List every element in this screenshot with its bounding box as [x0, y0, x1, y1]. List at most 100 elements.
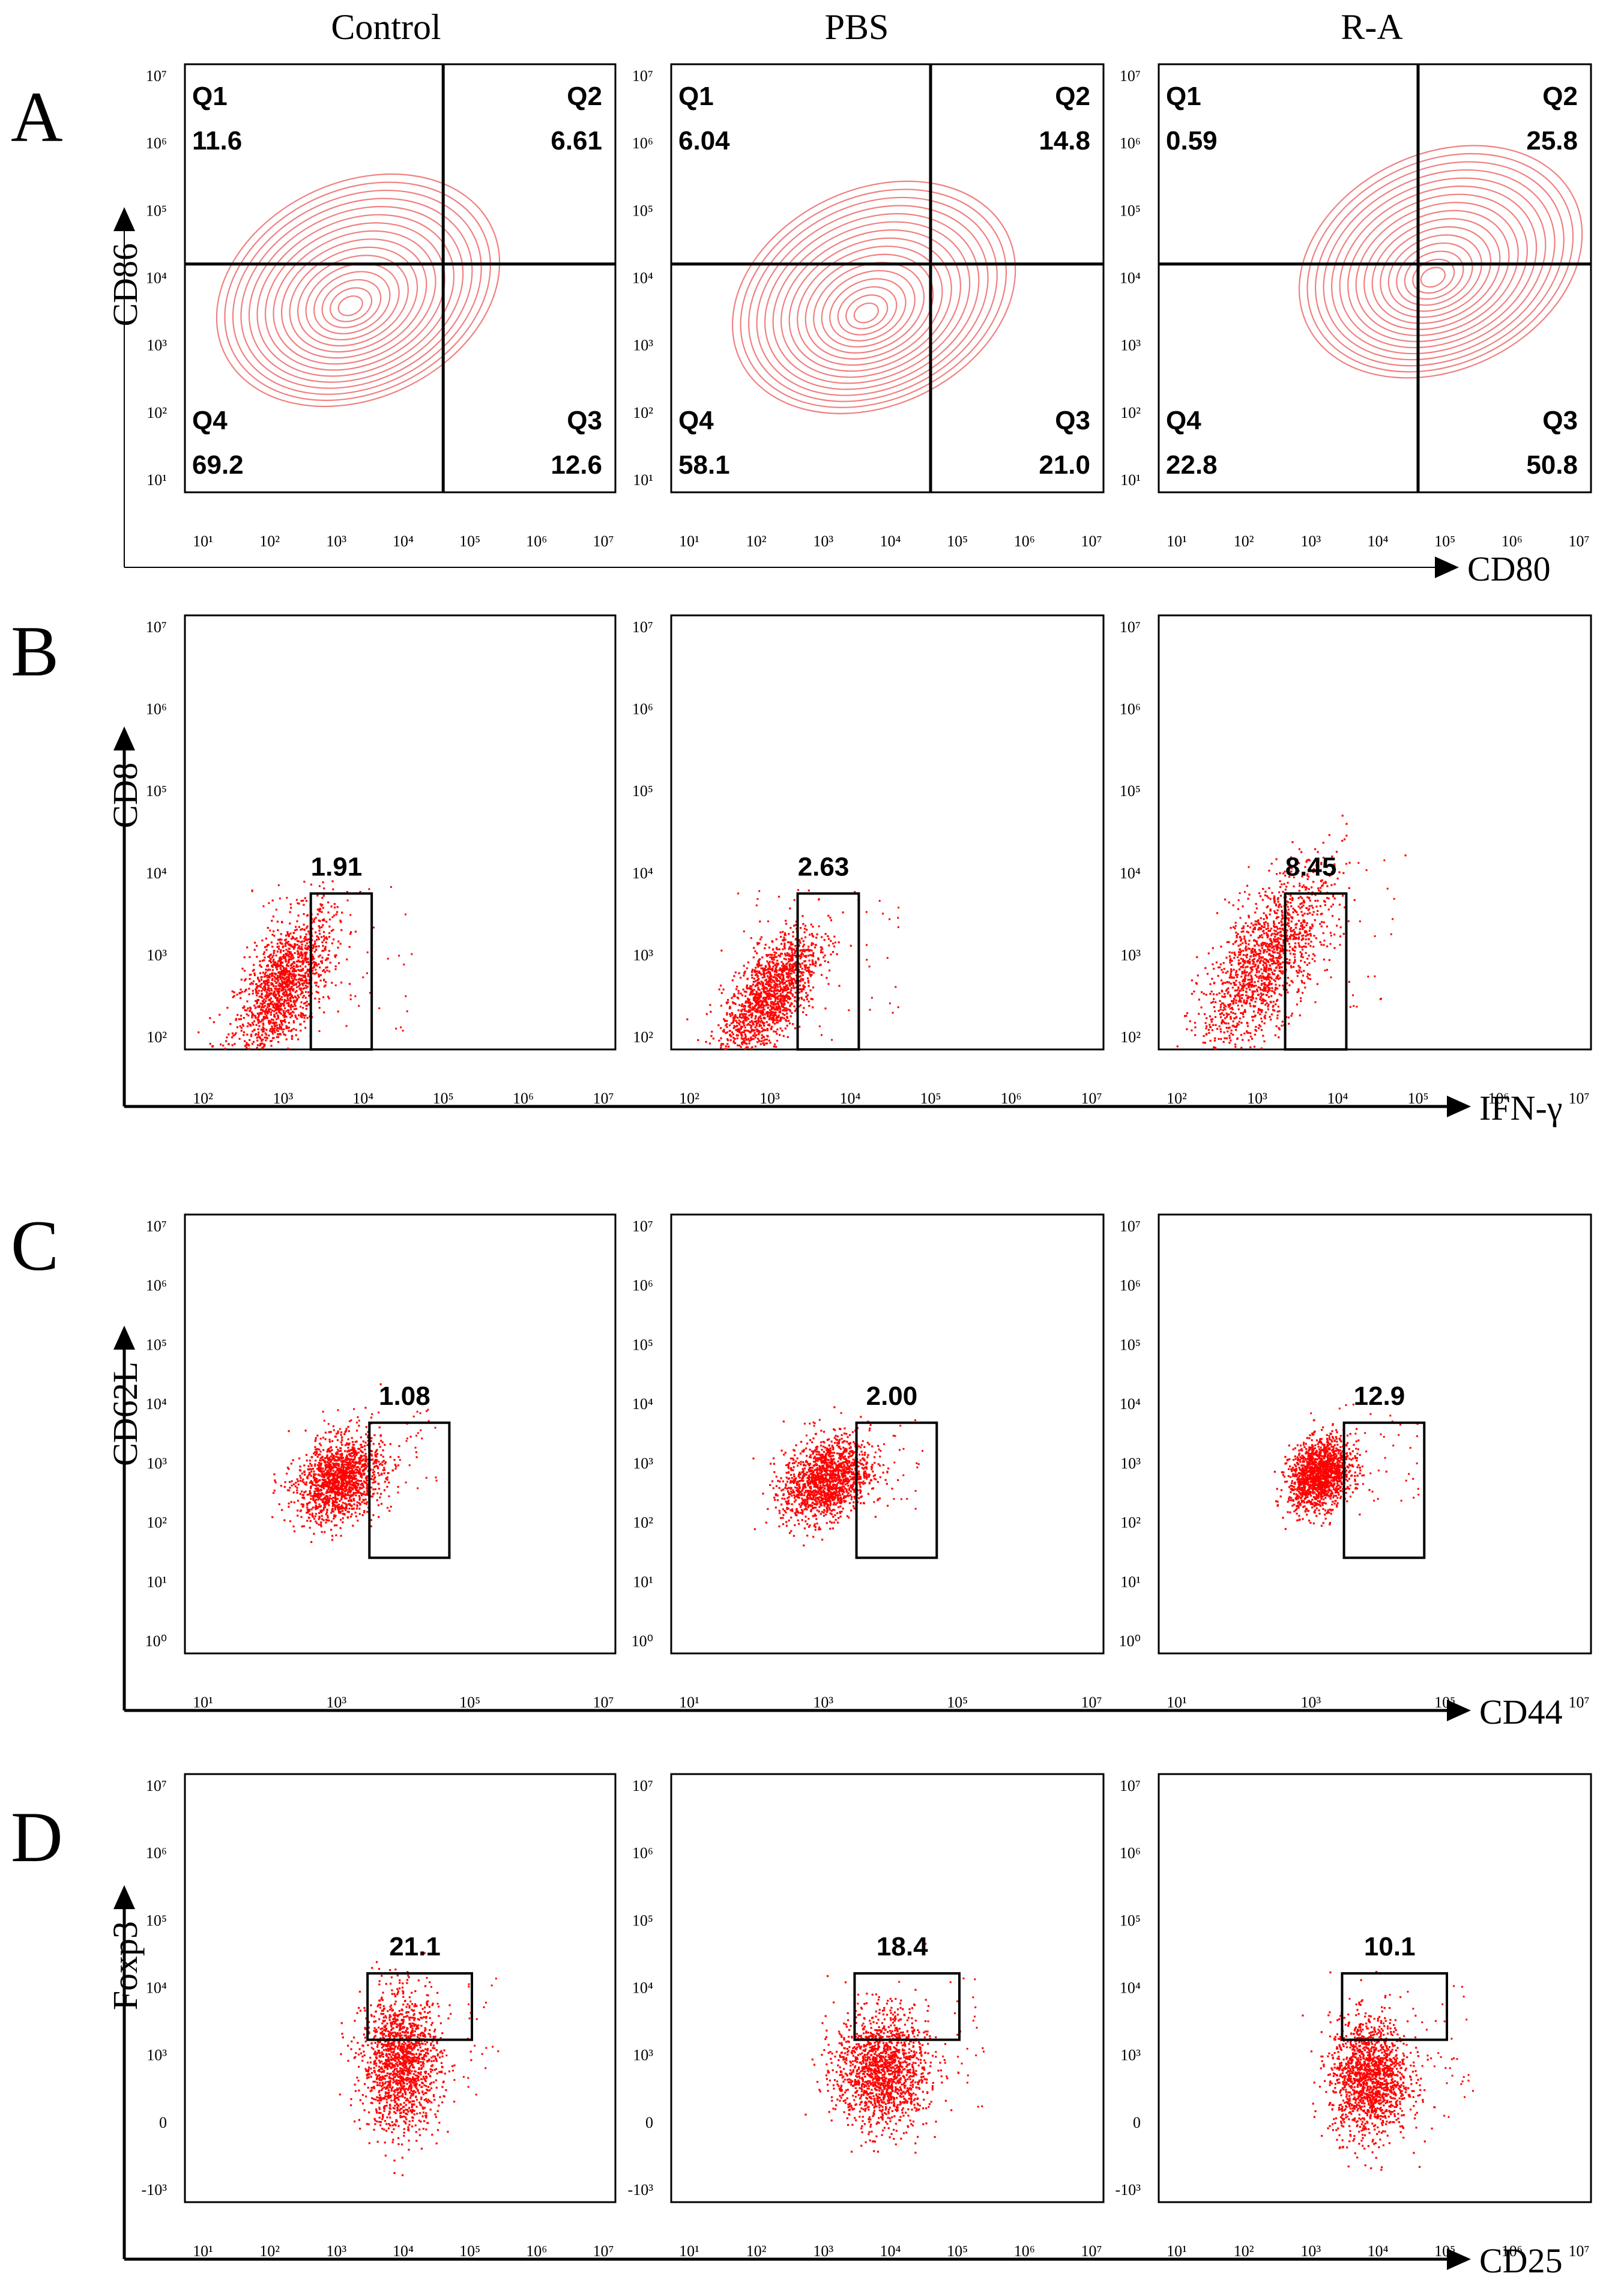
event-dot [1302, 938, 1305, 940]
event-dot [766, 1028, 768, 1030]
event-dot [777, 986, 779, 988]
event-dot [732, 1021, 734, 1024]
event-dot [307, 1003, 310, 1006]
event-dot [718, 988, 720, 991]
event-dot [1353, 1005, 1355, 1007]
event-dot [298, 983, 301, 986]
event-dot [1238, 992, 1240, 994]
event-dot [290, 945, 292, 948]
event-dot [748, 1004, 750, 1006]
event-dot [270, 1001, 272, 1003]
event-dot [800, 927, 802, 929]
event-dot [738, 1031, 741, 1033]
event-dot [1234, 941, 1237, 944]
event-dot [337, 1467, 339, 1470]
event-dot [294, 938, 297, 941]
event-dot [1326, 945, 1329, 947]
event-dot [1260, 974, 1262, 977]
event-dot [744, 995, 747, 997]
event-dot [1237, 1004, 1239, 1007]
event-dot [783, 932, 786, 934]
event-dot [787, 988, 789, 991]
event-dot [1245, 922, 1247, 925]
event-dot [288, 988, 291, 990]
event-dot [222, 1044, 225, 1047]
event-dot [773, 954, 776, 956]
y-tick-label: 10⁷ [1120, 618, 1141, 636]
event-dot [767, 1024, 770, 1026]
event-dot [1235, 1001, 1237, 1004]
event-dot [298, 982, 301, 984]
event-dot [1242, 949, 1245, 952]
event-dot [288, 974, 291, 977]
event-dot [264, 1018, 266, 1020]
event-dot [1273, 923, 1275, 925]
event-dot [749, 992, 752, 995]
event-dot [281, 1024, 283, 1026]
event-dot [287, 983, 289, 986]
event-dot [1276, 1014, 1279, 1016]
event-dot [285, 1016, 288, 1018]
event-dot [342, 1479, 345, 1482]
contour-line [740, 189, 1007, 408]
event-dot [737, 992, 740, 995]
event-dot [1296, 933, 1299, 936]
event-dot [283, 1020, 285, 1022]
event-dot [758, 971, 761, 974]
event-dot [1244, 978, 1246, 980]
event-dot [787, 941, 789, 943]
event-dot [264, 946, 267, 949]
event-dot [1331, 915, 1334, 917]
event-dot [741, 1035, 743, 1037]
event-dot [1315, 858, 1318, 860]
event-dot [744, 1006, 746, 1008]
event-dot [749, 1024, 751, 1026]
event-dot [812, 926, 814, 928]
event-dot [1260, 1017, 1263, 1020]
event-dot [261, 1034, 263, 1036]
event-dot [316, 1450, 318, 1453]
event-dot [747, 1001, 750, 1004]
event-dot [777, 973, 779, 976]
event-dot [1280, 971, 1282, 974]
event-dot [783, 970, 785, 972]
event-dot [792, 966, 795, 968]
event-dot [765, 966, 767, 968]
event-dot [1248, 982, 1251, 984]
event-dot [279, 967, 282, 970]
event-dot [878, 900, 881, 902]
event-dot [287, 965, 289, 967]
event-dot [1339, 935, 1342, 938]
event-dot [741, 1008, 744, 1010]
event-dot [340, 1434, 342, 1436]
event-dot [258, 1006, 261, 1008]
event-dot [785, 1019, 787, 1021]
event-dot [1294, 938, 1297, 940]
event-dot [1212, 947, 1214, 949]
event-dot [1218, 992, 1221, 995]
event-dot [321, 1484, 323, 1487]
event-dot [789, 926, 792, 929]
event-dot [1290, 965, 1293, 967]
event-dot [307, 961, 310, 964]
event-dot [775, 962, 777, 965]
panel-a-pbs: 10¹ 10² 10³ 10⁴ 10⁵ 10⁶ 10⁷10¹10²10³10⁴10⁵10⁶1… [632, 63, 1105, 550]
event-dot [1224, 982, 1227, 984]
event-dot [306, 982, 308, 984]
event-dot [1280, 905, 1282, 908]
event-dot [307, 973, 310, 976]
event-dot [749, 994, 751, 996]
event-dot [779, 993, 782, 995]
event-dot [267, 926, 269, 929]
event-dot [316, 913, 319, 916]
event-dot [279, 1027, 281, 1030]
event-dot [756, 982, 759, 985]
event-dot [380, 1440, 382, 1442]
event-dot [272, 915, 274, 918]
event-dot [292, 1020, 295, 1022]
event-dot [334, 984, 337, 986]
event-dot [298, 902, 300, 905]
event-dot [1303, 913, 1306, 915]
event-dot [355, 1440, 358, 1443]
event-dot [750, 974, 753, 976]
